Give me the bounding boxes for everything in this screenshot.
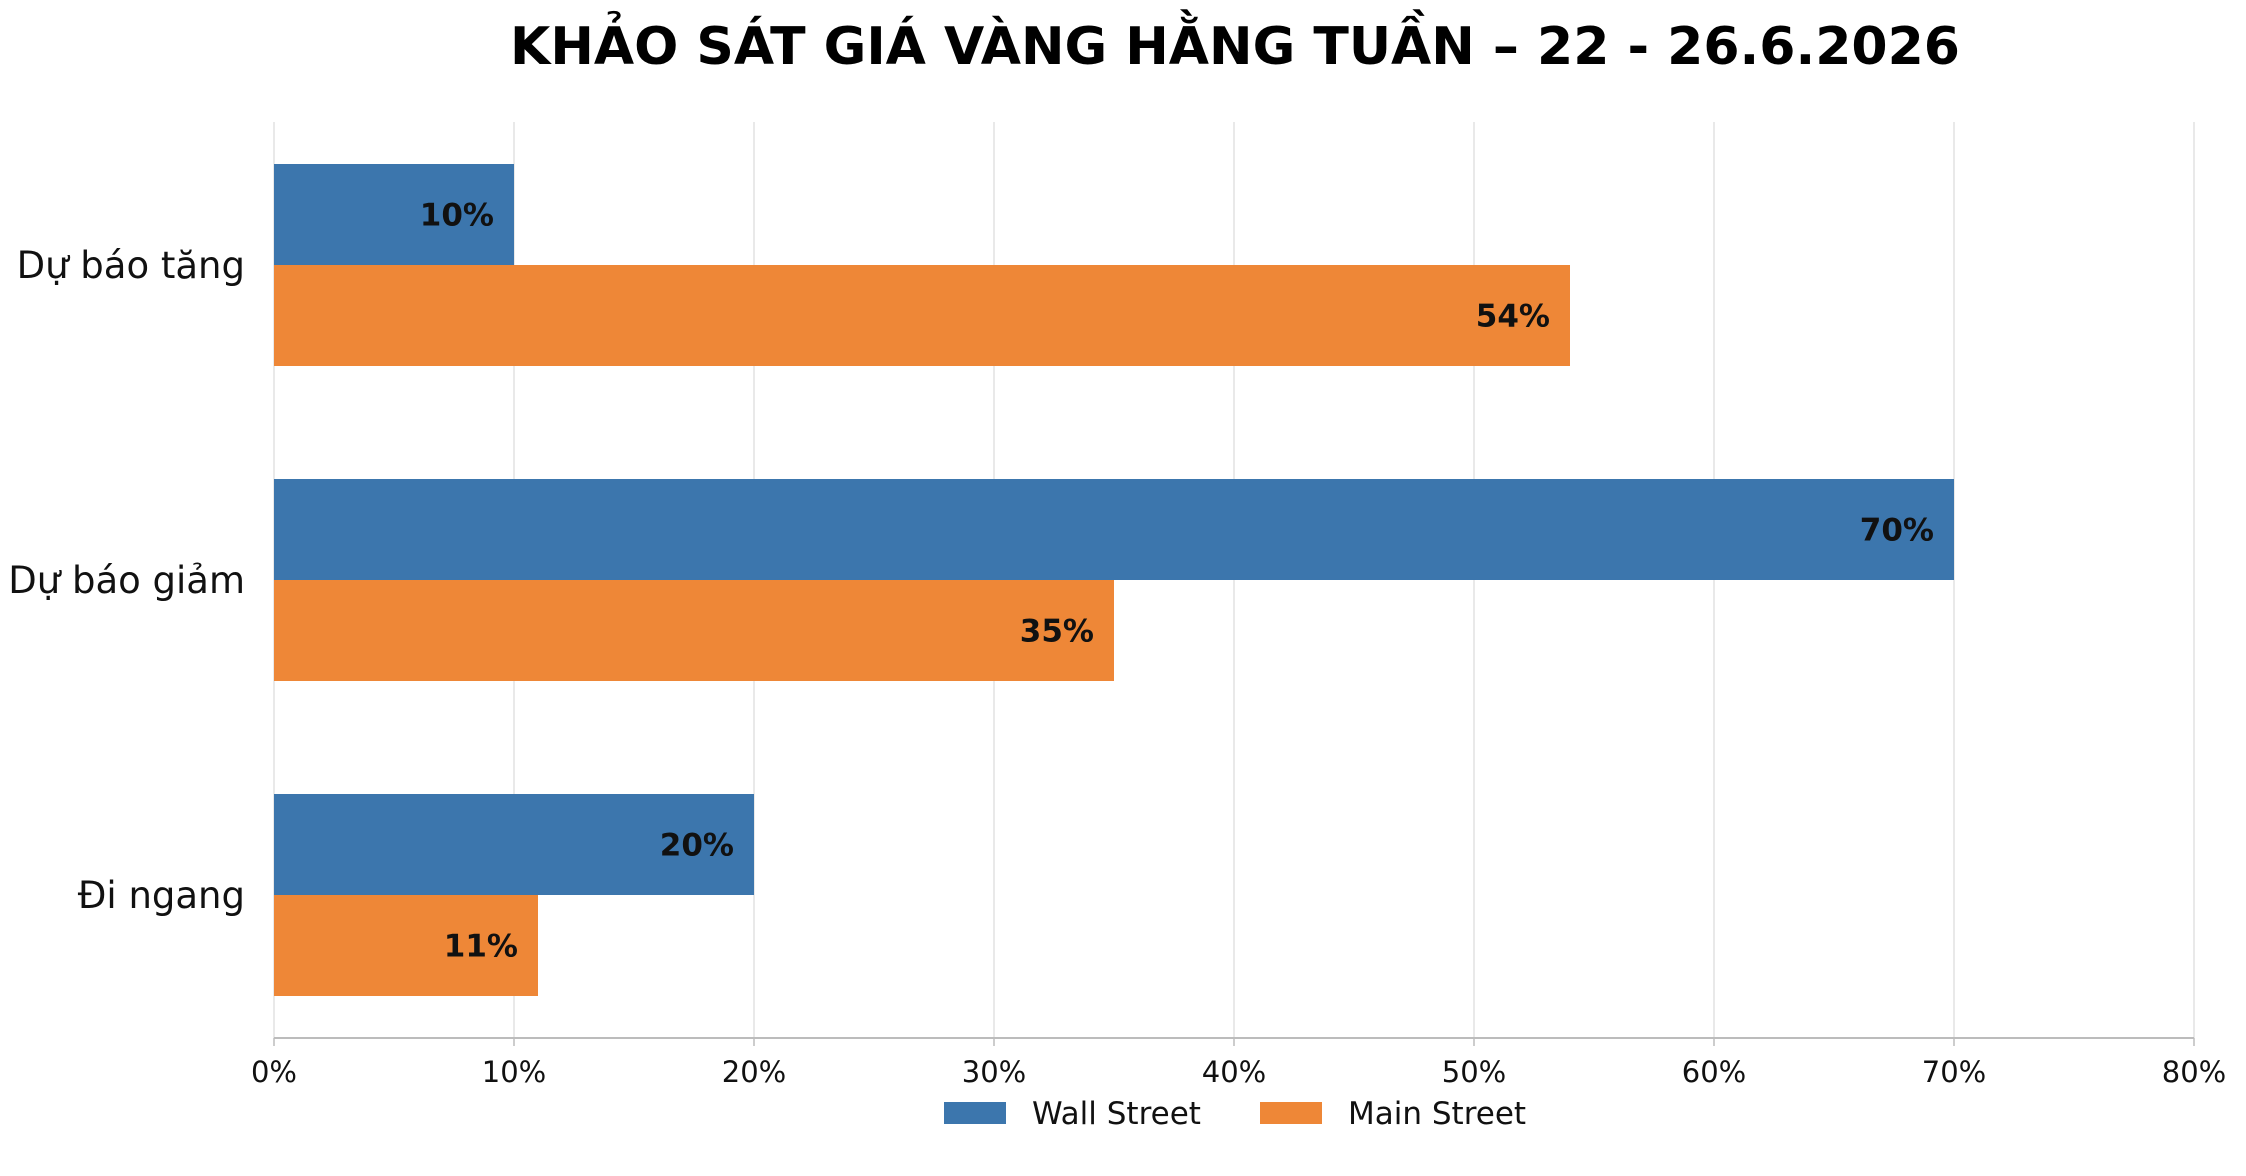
x-tick-label: 60% — [1682, 1055, 1746, 1089]
legend-label-main-street[interactable]: Main Street — [1348, 1096, 1526, 1132]
x-axis-ticks: 0% 10% 20% 30% 40% 50% 60% 70% 80% — [251, 1038, 2226, 1089]
legend-swatch-main-street[interactable] — [1260, 1102, 1322, 1124]
x-tick-label: 50% — [1442, 1055, 1506, 1089]
category-label: Đi ngang — [78, 874, 245, 917]
legend-swatch-wall-street[interactable] — [944, 1102, 1006, 1124]
bar-wall-street-du-bao-tang[interactable] — [274, 164, 514, 265]
data-label: 54% — [1476, 299, 1550, 335]
x-tick-label: 70% — [1922, 1055, 1986, 1089]
data-label: 70% — [1860, 513, 1934, 549]
data-label: 11% — [444, 929, 518, 965]
x-tick-label: 30% — [962, 1055, 1026, 1089]
bars: 10% 54% 70% 35% 20% 11% — [274, 164, 1954, 996]
category-label: Dự báo giảm — [8, 559, 245, 602]
bar-main-street-di-ngang[interactable] — [274, 895, 538, 996]
x-tick-label: 10% — [482, 1055, 546, 1089]
data-label: 20% — [660, 828, 734, 864]
legend-label-wall-street[interactable]: Wall Street — [1032, 1096, 1201, 1132]
bar-wall-street-di-ngang[interactable] — [274, 794, 754, 895]
data-label: 35% — [1020, 614, 1094, 650]
category-labels: Dự báo tăng Dự báo giảm Đi ngang — [8, 244, 245, 917]
bar-wall-street-du-bao-giam[interactable] — [274, 479, 1954, 580]
data-label: 10% — [420, 198, 494, 234]
chart-title: KHẢO SÁT GIÁ VÀNG HẰNG TUẦN – 22 - 26.6.… — [510, 9, 1960, 77]
bar-main-street-du-bao-tang[interactable] — [274, 265, 1570, 366]
x-tick-label: 40% — [1202, 1055, 1266, 1089]
category-label: Dự báo tăng — [17, 244, 245, 287]
x-tick-label: 80% — [2162, 1055, 2226, 1089]
legend[interactable]: Wall Street Main Street — [944, 1096, 1526, 1132]
bar-main-street-du-bao-giam[interactable] — [274, 580, 1114, 681]
x-tick-label: 20% — [722, 1055, 786, 1089]
x-tick-label: 0% — [251, 1055, 297, 1089]
